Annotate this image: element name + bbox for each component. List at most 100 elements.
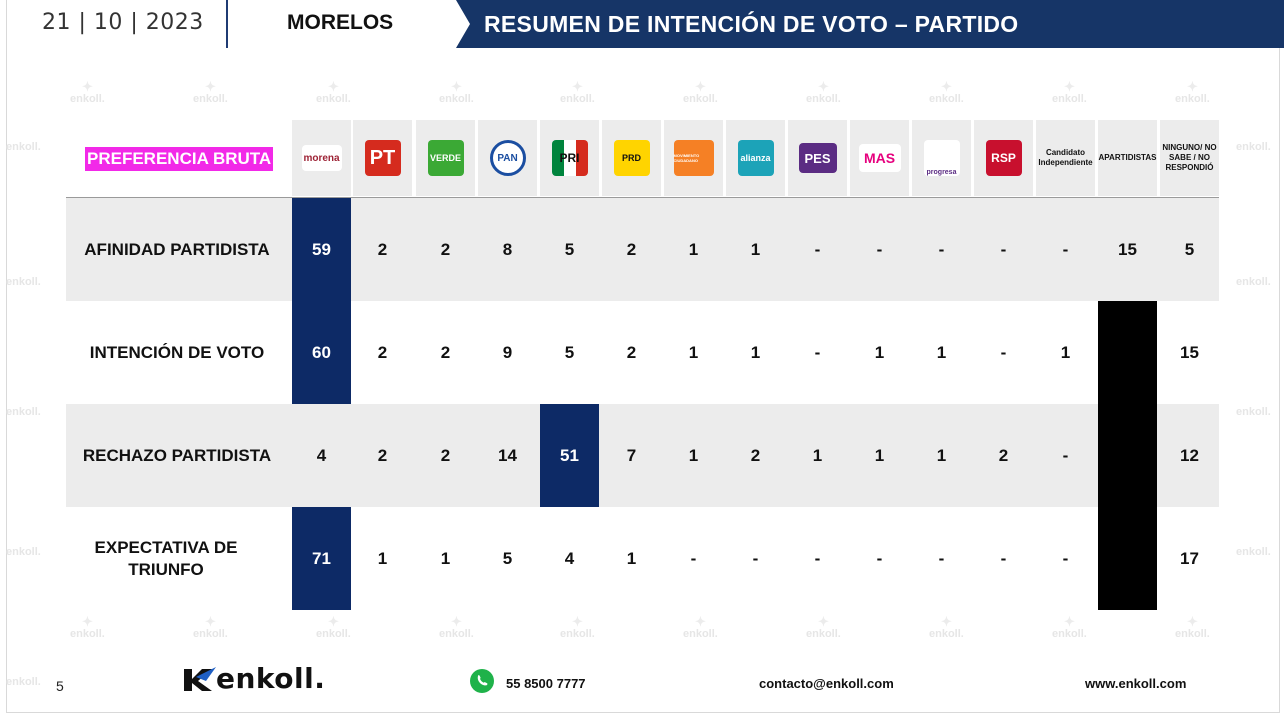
row-label: RECHAZO PARTIDISTA [82,445,272,465]
watermark-text: enkoll. [6,406,41,418]
table-cell-alianza: 1 [726,301,785,404]
watermark-mark-icon: ✦ [817,79,829,94]
cell-value: 14 [498,445,517,465]
watermark-mark-icon: ✦ [81,79,93,94]
watermark-logo: ✦ enkoll. [806,615,841,640]
cell-value: - [814,342,821,362]
watermark-text: enkoll. [1236,276,1271,288]
watermark-logo: ✦ enkoll. [439,615,474,640]
watermark-logo: ✦ enkoll. [70,79,105,105]
table-cell-apartidistas [1098,507,1157,610]
watermark-text: enkoll. [1175,628,1210,640]
header-divider [226,0,228,48]
watermark-text: enkoll. [560,93,595,105]
table-cell-rsp: - [974,507,1033,610]
table-cell-pan: 5 [478,507,537,610]
rsp-logo-icon: RSP [985,140,1022,176]
table-cell-apartidistas [1098,301,1157,404]
column-header-prd: PRD [602,120,661,196]
cell-value: 2 [998,445,1009,465]
cell-value: 5 [502,548,513,568]
column-header-mc: MOVIMIENTO CIUDADANO [664,120,723,196]
cell-value: 2 [440,445,451,465]
watermark-logo: ✦ enkoll. [1052,615,1087,640]
watermark-mark-icon: ✦ [571,614,583,629]
column-header-independiente: Candidato Independiente [1036,120,1095,196]
column-header-pri: PRI [540,120,599,196]
cell-value: - [938,548,945,568]
cell-value: - [938,239,945,259]
cell-value: 1 [688,239,699,259]
column-header-progresa: progresa [912,120,971,196]
column-header-pan: PAN [478,120,537,196]
cell-value: 1 [626,548,637,568]
cell-value: 8 [502,239,513,259]
table-cell-pri: 51 [540,404,599,507]
table-cell-apartidistas: 15 [1098,198,1157,301]
cell-value: 1 [688,445,699,465]
cell-value: 2 [750,445,761,465]
mc-logo-label: MOVIMIENTO CIUDADANO [673,153,700,163]
morena-logo-icon: morena [301,145,342,171]
mas-logo-icon: MAS [858,144,901,172]
cell-value: 17 [1180,548,1199,568]
progresa-logo-icon: progresa [923,140,960,176]
table-cell-pri: 5 [540,198,599,301]
watermark-text: enkoll. [1236,546,1271,558]
cell-value: 1 [812,445,823,465]
cell-value: 1 [874,445,885,465]
watermark-mark-icon: ✦ [571,79,583,94]
cell-value: 1 [750,342,761,362]
watermark-mark-icon: ✦ [694,79,706,94]
watermark-mark-icon: ✦ [1186,79,1198,94]
table-cell-mc: 1 [664,198,723,301]
table-cell-prd: 2 [602,301,661,404]
cell-value: - [814,239,821,259]
column-header-pt: PT [353,120,412,196]
watermark-text: enkoll. [193,93,228,105]
watermark-logo: enkoll. [6,141,41,153]
table-cell-pt: 2 [353,301,412,404]
row-label: EXPECTATIVA DE TRIUNFO [94,537,238,579]
cell-value: - [1062,445,1069,465]
cell-value: 1 [440,548,451,568]
cell-value: 4 [564,548,575,568]
table-cell-ninguno: 5 [1160,198,1219,301]
contact-website[interactable]: www.enkoll.com [1085,676,1187,691]
alianza-logo-icon: alianza [737,140,774,176]
header-state: MORELOS [287,11,394,34]
watermark-mark-icon: ✦ [1063,79,1075,94]
pan-logo-icon: PAN [489,140,526,176]
watermark-text: enkoll. [1052,93,1087,105]
contact-email[interactable]: contacto@enkoll.com [759,676,894,691]
table-cell-pes: - [788,198,847,301]
table-cell-ninguno: 12 [1160,404,1219,507]
verde-logo-icon: VERDE [427,140,464,176]
table-cell-pes: - [788,301,847,404]
cell-value: 1 [936,342,947,362]
column-header-rsp: RSP [974,120,1033,196]
cell-value: 2 [377,342,388,362]
watermark-text: enkoll. [1236,406,1271,418]
cell-value: 5 [1184,239,1195,259]
watermark-logo: enkoll. [1236,276,1271,288]
watermark-logo: ✦ enkoll. [683,615,718,640]
table-cell-independiente: - [1036,198,1095,301]
watermark-text: enkoll. [1052,628,1087,640]
table-cell-prd: 1 [602,507,661,610]
cell-value: 5 [564,342,575,362]
watermark-text: enkoll. [929,93,964,105]
table-cell-pes: - [788,507,847,610]
watermark-logo: ✦ enkoll. [560,614,595,640]
table-cell-rsp: - [974,301,1033,404]
pri-logo-label: PRI [559,151,580,165]
cell-value: 1 [750,239,761,259]
verde-logo-label: VERDE [429,153,461,163]
table-cell-rsp: 2 [974,404,1033,507]
watermark-logo: ✦ enkoll. [1175,615,1210,640]
watermark-text: enkoll. [193,628,228,640]
enkoll-logo: enkoll. [182,662,325,695]
table-cell-independiente: - [1036,404,1095,507]
table-cell-morena: 4 [292,404,351,507]
watermark-logo: enkoll. [6,276,41,288]
